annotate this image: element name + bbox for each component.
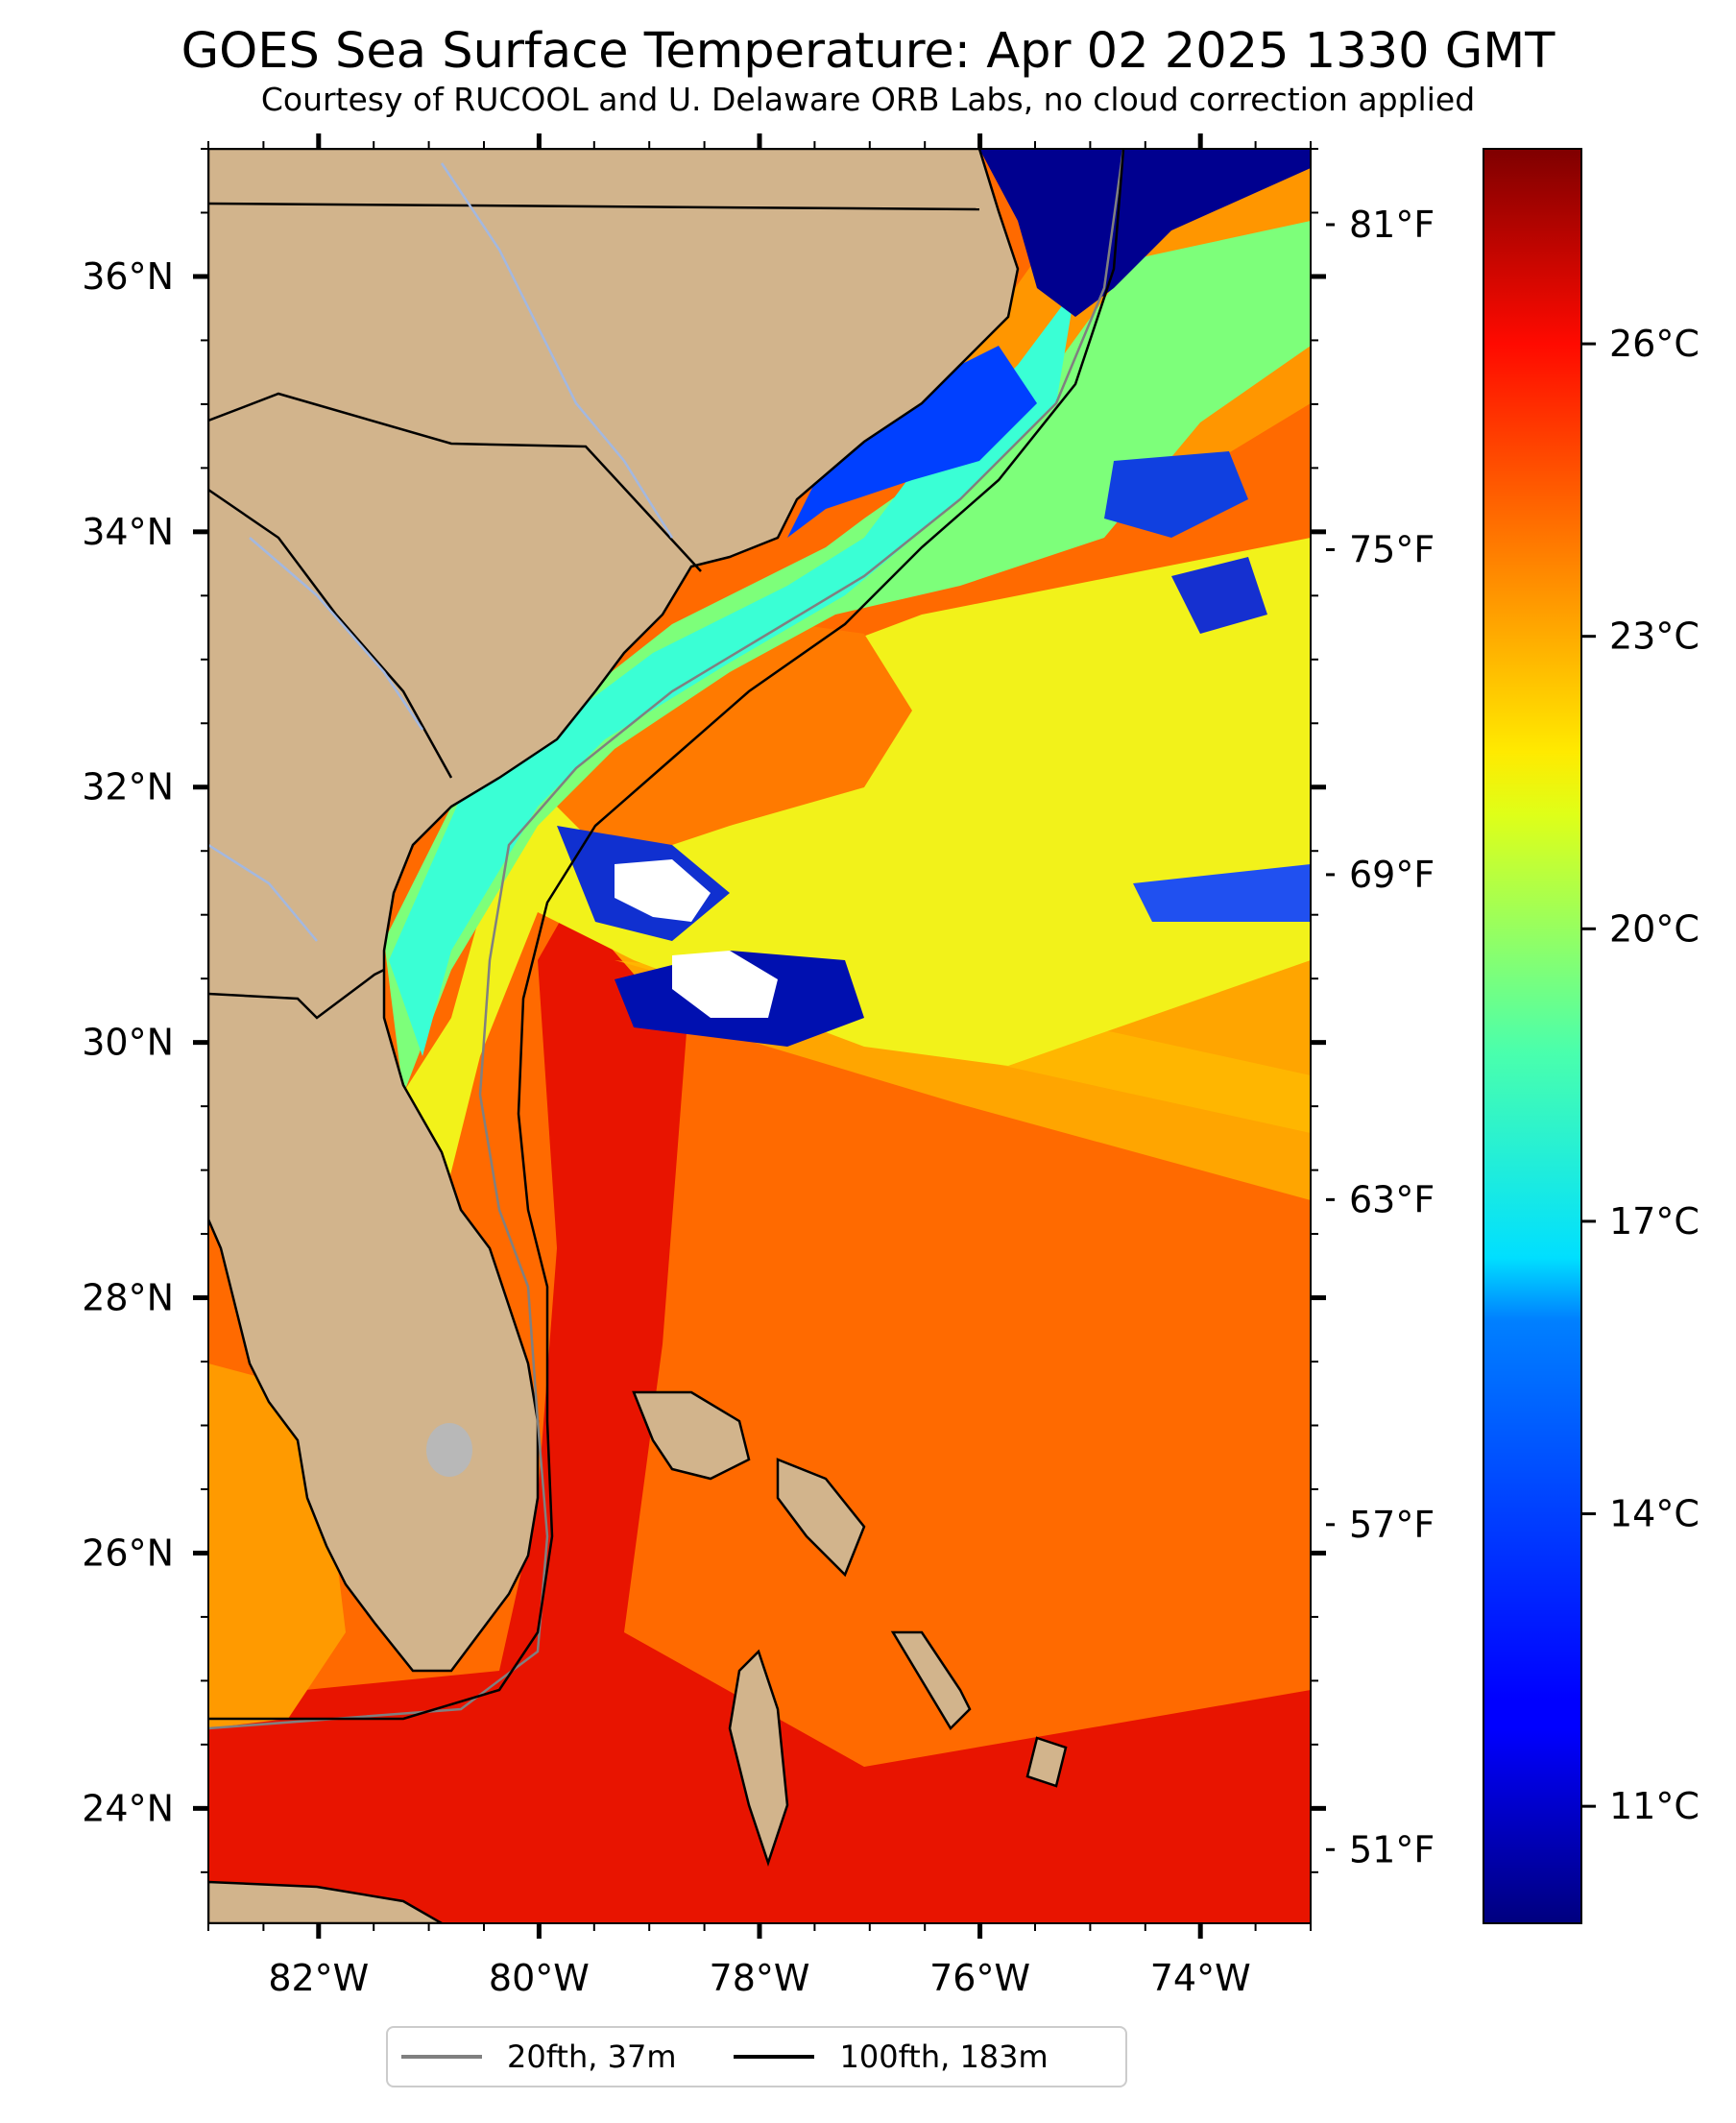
- legend-label-20fth: 20fth, 37m: [507, 2039, 677, 2075]
- land-bahamas-3: [890, 1630, 972, 1731]
- cloud-patch-2: [672, 951, 778, 1018]
- colorbar-label: 17°C: [1609, 1200, 1700, 1242]
- land-andros: [728, 1649, 789, 1867]
- lon-tick-label: 74°W: [1150, 1957, 1251, 1999]
- land-bahamas-2: [776, 1458, 866, 1578]
- legend-swatch-20fth: [401, 2055, 482, 2059]
- fahrenheit-label: 75°F: [1349, 528, 1435, 570]
- colorbar-label: 14°C: [1609, 1493, 1700, 1535]
- lon-tick-label: 78°W: [710, 1957, 810, 1999]
- ocean-yellow: [365, 538, 1311, 1210]
- ocean-current-red: [208, 826, 1311, 1923]
- map-subtitle: Courtesy of RUCOOL and U. Delaware ORB L…: [260, 81, 1476, 118]
- colorbar-label: 20°C: [1609, 907, 1700, 950]
- lat-tick-label: 26°N: [82, 1532, 174, 1574]
- cold-eddy-2: [1171, 557, 1267, 634]
- legend-swatch-100fth: [734, 2055, 815, 2059]
- map-title: GOES Sea Surface Temperature: Apr 02 202…: [181, 23, 1555, 80]
- cold-eddy-1: [1104, 451, 1248, 538]
- map-area: [208, 149, 1311, 1923]
- fahrenheit-label: 57°F: [1349, 1504, 1435, 1546]
- border-va-nc: [208, 202, 980, 211]
- axis-labels: 82°W 80°W 78°W 76°W 74°W 24°N 26°N 28°N 30°N 32°N…: [82, 204, 1700, 1999]
- lat-tick-label: 36°N: [82, 255, 174, 298]
- colorbar: [1483, 148, 1582, 1924]
- legend-label-100fth: 100fth, 183m: [839, 2039, 1049, 2075]
- lake-okeechobee: [426, 1423, 472, 1477]
- colorbar-label: 23°C: [1609, 615, 1700, 658]
- land-bahamas-4: [1025, 1736, 1068, 1788]
- lat-tick-label: 24°N: [82, 1787, 174, 1829]
- fahrenheit-label: 81°F: [1349, 204, 1435, 246]
- cloud-patch-1: [615, 859, 711, 922]
- fahrenheit-label: 69°F: [1349, 854, 1435, 896]
- lat-tick-label: 30°N: [82, 1022, 174, 1064]
- lat-tick-label: 34°N: [82, 511, 174, 553]
- lat-tick-label: 28°N: [82, 1277, 174, 1319]
- lon-tick-label: 80°W: [489, 1957, 590, 1999]
- river-3: [208, 843, 318, 942]
- border-nc-sc: [208, 392, 702, 572]
- colorbar-label: 11°C: [1609, 1785, 1700, 1827]
- fahrenheit-label: 51°F: [1349, 1828, 1435, 1870]
- river-1: [440, 162, 674, 539]
- isobath-100fth: [208, 149, 1125, 1721]
- land-bahamas-1: [632, 1390, 751, 1481]
- land-cuba: [208, 1880, 445, 1923]
- shelf-green: [384, 221, 1311, 1095]
- colorbar-label: 26°C: [1609, 323, 1700, 365]
- border-ga-fl: [208, 968, 385, 1020]
- legend-item-100fth: 100fth, 183m: [734, 2039, 1049, 2075]
- cold-eddy-3: [1133, 864, 1311, 922]
- cold-water-north: [979, 149, 1311, 317]
- border-sc-ga: [208, 488, 453, 779]
- lat-tick-label: 32°N: [82, 766, 174, 808]
- legend-item-20fth: 20fth, 37m: [401, 2039, 676, 2075]
- fahrenheit-label: 63°F: [1349, 1178, 1435, 1220]
- lon-tick-label: 76°W: [929, 1957, 1030, 1999]
- axis-ticks: [193, 133, 1596, 1939]
- land-us: [208, 149, 1020, 1673]
- isobath-20fth: [208, 149, 1125, 1730]
- legend: 20fth, 37m 100fth, 183m: [386, 2026, 1127, 2087]
- cold-water-hatteras: [787, 346, 1037, 538]
- lon-tick-label: 82°W: [268, 1957, 369, 1999]
- river-2: [249, 537, 424, 731]
